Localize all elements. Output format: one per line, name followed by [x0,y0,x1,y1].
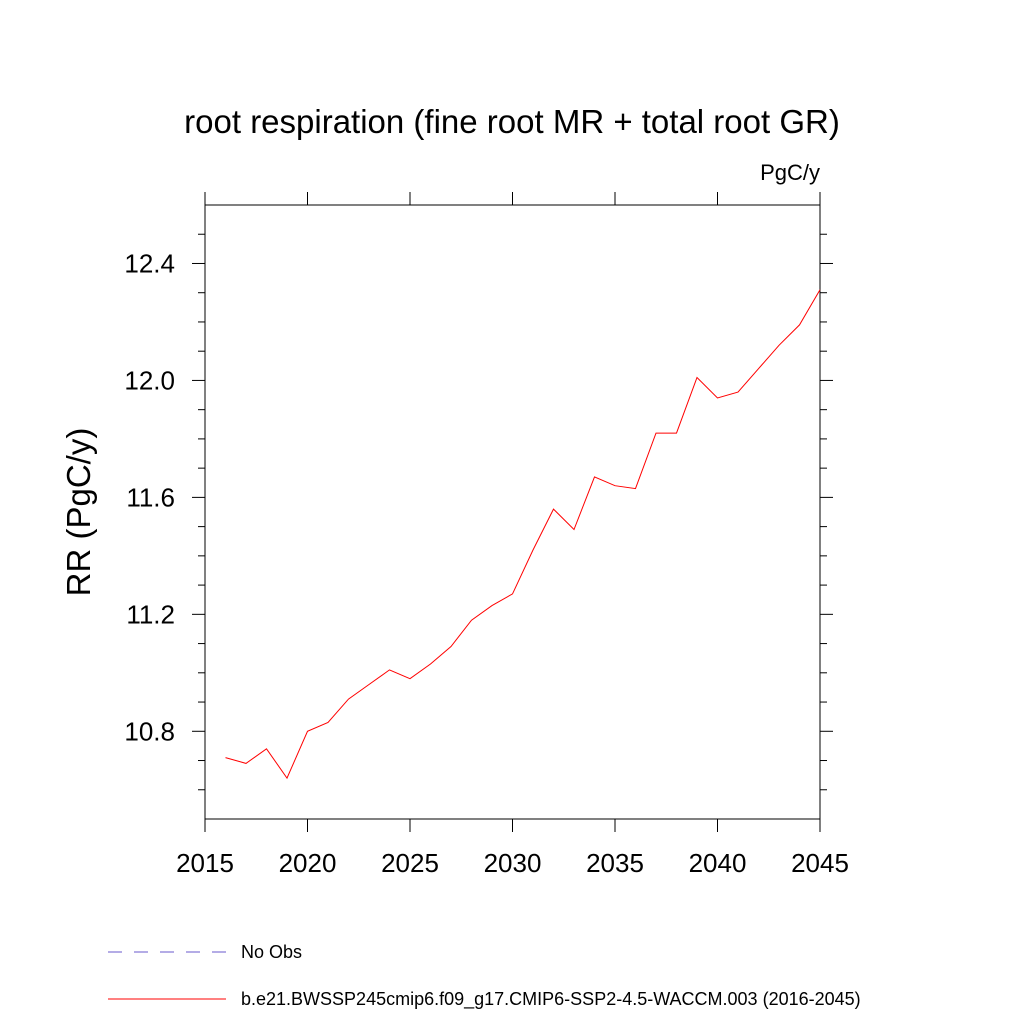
chart-title: root respiration (fine root MR + total r… [184,103,840,140]
x-tick-label: 2025 [381,848,439,878]
y-tick-label: 12.0 [124,365,175,395]
series-group [225,289,821,780]
x-tick-label: 2020 [279,848,337,878]
y-tick-label: 11.2 [126,599,175,629]
y-tick-label: 10.8 [124,716,175,746]
tick-labels: 2015 2020 2025 2030 2035 2040 2045 10.8 11.2 11.6… [124,248,849,878]
x-tick-label: 2030 [484,848,542,878]
x-tick-label: 2045 [791,848,849,878]
plot-frame [204,204,821,820]
x-tick-label: 2035 [586,848,644,878]
x-tick-label: 2040 [689,848,747,878]
series-line [225,289,821,780]
legend-label: b.e21.BWSSP245cmip6.f09_g17.CMIP6-SSP2-4… [241,989,861,1010]
axis-ticks [192,192,833,832]
y-tick-label: 11.6 [126,482,175,512]
legend-label: No Obs [241,942,302,962]
y-tick-label: 12.4 [124,248,175,278]
x-tick-label: 2015 [176,848,234,878]
legend: No Obs b.e21.BWSSP245cmip6.f09_g17.CMIP6-… [108,942,861,1010]
units-label: PgC/y [760,160,820,185]
y-axis-label: RR (PgC/y) [60,428,97,597]
